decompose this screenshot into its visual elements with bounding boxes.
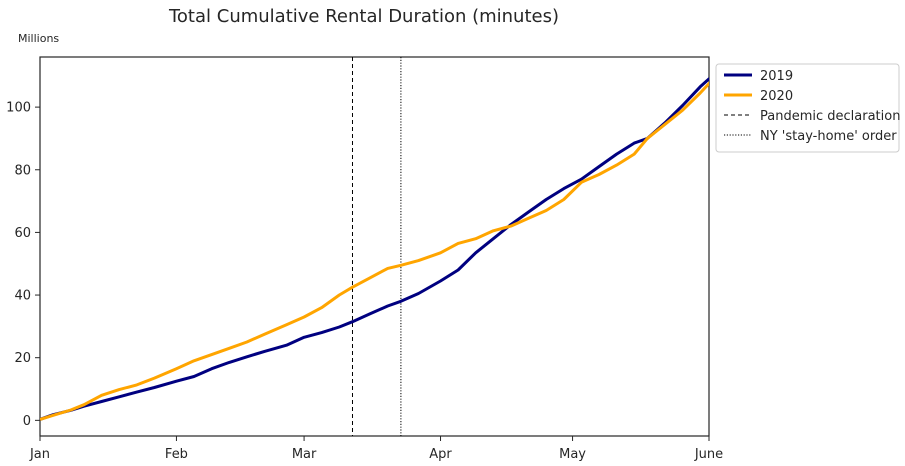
x-tick-label: Feb [165, 447, 188, 462]
y-tick-label: 0 [23, 414, 31, 429]
legend-label: Pandemic declaration [760, 109, 900, 124]
y-tick-label: 80 [14, 163, 31, 178]
chart-title: Total Cumulative Rental Duration (minute… [168, 6, 559, 27]
legend-label: NY 'stay-home' order [760, 129, 897, 144]
x-tick-label: Apr [429, 447, 452, 462]
legend-label: 2020 [760, 89, 793, 104]
x-tick-label: May [559, 447, 586, 462]
legend-label: 2019 [760, 69, 793, 84]
legend: 2019 2020 Pandemic declaration NY 'stay-hom… [716, 64, 900, 152]
x-tick-label: Mar [292, 447, 317, 462]
plot-area: Jan Feb Mar Apr May June 0 20 40 60 80 100 [6, 57, 723, 462]
series-line-2020 [40, 73, 718, 420]
y-tick-label: 60 [14, 226, 31, 241]
series-line-2019 [40, 73, 718, 420]
y-tick-label: 20 [14, 351, 31, 366]
y-unit-label: Millions [18, 32, 59, 45]
y-tick-label: 100 [6, 101, 31, 116]
plot-frame [40, 57, 709, 436]
y-tick-label: 40 [14, 289, 31, 304]
x-tick-label: June [694, 447, 723, 462]
x-tick-label: Jan [29, 447, 50, 462]
